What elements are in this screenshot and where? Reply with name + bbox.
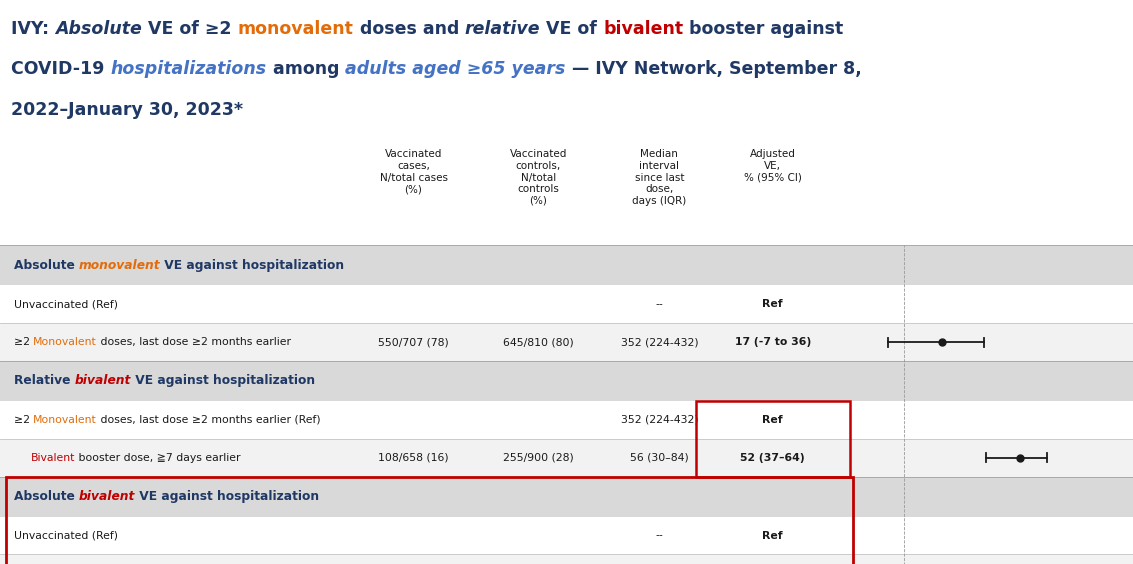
Text: VE against hospitalization: VE against hospitalization — [135, 490, 320, 503]
Text: VE of ≥2: VE of ≥2 — [143, 20, 238, 38]
Bar — [6, 477, 853, 564]
Text: hospitalizations: hospitalizations — [111, 60, 267, 78]
Text: --: -- — [656, 299, 663, 309]
Text: 2022–January 30, 2023*: 2022–January 30, 2023* — [11, 101, 244, 119]
Text: VE of: VE of — [540, 20, 604, 38]
Text: Ref: Ref — [763, 531, 783, 540]
Bar — [0, 517, 1133, 554]
Bar — [0, 285, 1133, 323]
Text: Ref: Ref — [763, 415, 783, 425]
Text: Ref: Ref — [763, 299, 783, 309]
Bar — [0, 401, 1133, 439]
Text: IVY:: IVY: — [11, 20, 56, 38]
Text: — IVY Network, September 8,: — IVY Network, September 8, — [565, 60, 861, 78]
Text: Monovalent: Monovalent — [33, 337, 96, 347]
Text: ≥2: ≥2 — [14, 337, 33, 347]
Bar — [0, 554, 1133, 564]
Text: Median
interval
since last
dose,
days (IQR): Median interval since last dose, days (I… — [632, 149, 687, 206]
Text: Adjusted
VE,
% (95% CI): Adjusted VE, % (95% CI) — [743, 149, 802, 183]
Text: bivalent: bivalent — [78, 490, 135, 503]
Text: Relative: Relative — [14, 374, 75, 387]
Text: 255/900 (28): 255/900 (28) — [503, 453, 573, 462]
Text: among: among — [267, 60, 346, 78]
Text: 352 (224-432): 352 (224-432) — [621, 337, 698, 347]
Text: booster against: booster against — [683, 20, 844, 38]
Text: monovalent: monovalent — [238, 20, 353, 38]
Text: --: -- — [656, 531, 663, 540]
Text: bivalent: bivalent — [75, 374, 130, 387]
Text: monovalent: monovalent — [78, 259, 161, 272]
Text: Bivalent: Bivalent — [31, 453, 75, 462]
Text: 550/707 (78): 550/707 (78) — [378, 337, 449, 347]
Bar — [0, 361, 1133, 401]
Text: Unvaccinated (Ref): Unvaccinated (Ref) — [14, 531, 118, 540]
Text: doses and: doses and — [353, 20, 465, 38]
Text: 645/810 (80): 645/810 (80) — [503, 337, 573, 347]
Text: relative: relative — [465, 20, 540, 38]
Bar — [696, 401, 850, 477]
Text: 56 (30–84): 56 (30–84) — [630, 453, 689, 462]
Text: bivalent: bivalent — [604, 20, 683, 38]
Text: doses, last dose ≥2 months earlier: doses, last dose ≥2 months earlier — [96, 337, 291, 347]
Text: Absolute: Absolute — [56, 20, 143, 38]
Text: 352 (224-432): 352 (224-432) — [621, 415, 698, 425]
Text: 17 (-7 to 36): 17 (-7 to 36) — [734, 337, 811, 347]
Text: Absolute: Absolute — [14, 490, 78, 503]
Bar — [0, 477, 1133, 517]
Bar — [0, 323, 1133, 361]
Text: VE against hospitalization: VE against hospitalization — [130, 374, 315, 387]
Text: Vaccinated
controls,
N/total
controls
(%): Vaccinated controls, N/total controls (%… — [510, 149, 566, 206]
Text: VE against hospitalization: VE against hospitalization — [161, 259, 344, 272]
Text: Absolute: Absolute — [14, 259, 78, 272]
Text: booster dose, ≧7 days earlier: booster dose, ≧7 days earlier — [75, 453, 240, 462]
Bar — [0, 439, 1133, 477]
Bar — [0, 245, 1133, 285]
Text: ≥2: ≥2 — [14, 415, 33, 425]
Text: 52 (37–64): 52 (37–64) — [740, 453, 806, 462]
Text: COVID-19: COVID-19 — [11, 60, 111, 78]
Text: Vaccinated
cases,
N/total cases
(%): Vaccinated cases, N/total cases (%) — [380, 149, 448, 194]
Text: doses, last dose ≥2 months earlier (Ref): doses, last dose ≥2 months earlier (Ref) — [96, 415, 321, 425]
Text: adults aged ≥65 years: adults aged ≥65 years — [346, 60, 565, 78]
Text: Unvaccinated (Ref): Unvaccinated (Ref) — [14, 299, 118, 309]
Text: 108/658 (16): 108/658 (16) — [378, 453, 449, 462]
Text: Monovalent: Monovalent — [33, 415, 96, 425]
